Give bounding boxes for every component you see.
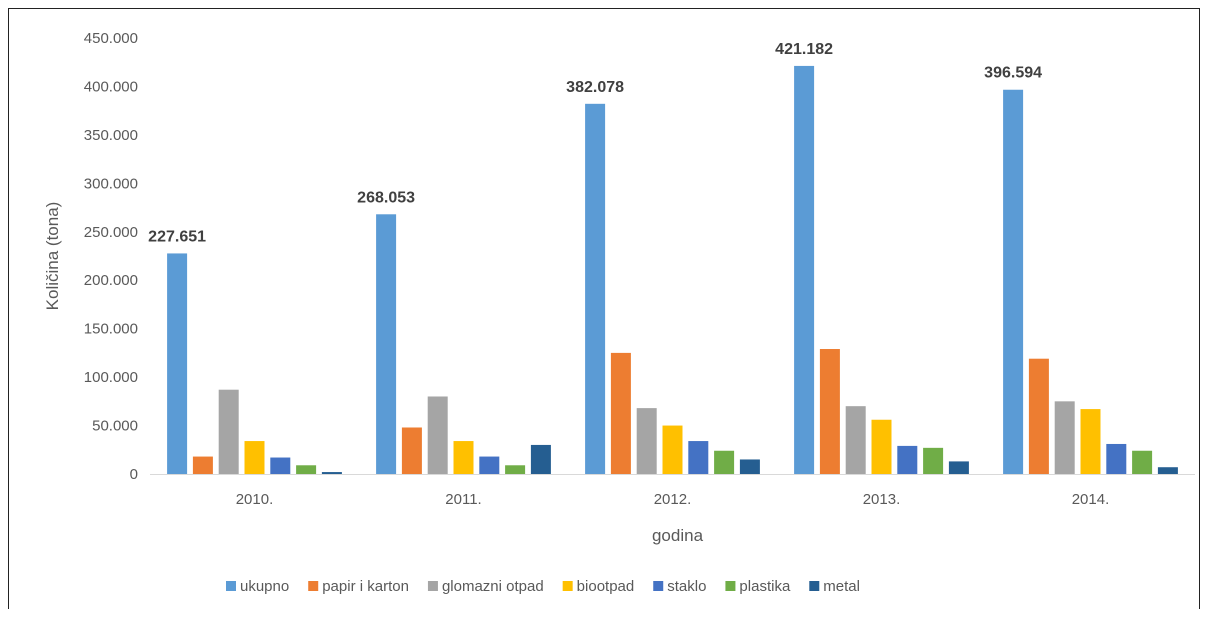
y-tick-label: 50.000 [92,418,138,435]
data-label: 396.594 [984,65,1042,82]
bar-ukupno [585,103,606,474]
bars [167,65,1178,474]
x-axis-ticks: 2010. 2011. 2012. 2013. 2014. [236,491,1110,508]
legend-item: plastika [725,578,791,595]
legend-label: glomazni otpad [442,578,544,595]
bar-papir-i-karton [401,427,422,474]
legend-label: metal [823,578,860,595]
bar-ukupno [167,253,188,474]
legend-swatch [427,581,438,591]
y-tick-label: 250.000 [84,224,138,241]
bar-plastika [714,450,735,474]
bar-glomazni-otpad [218,389,239,474]
x-tick-label: 2013. [863,491,901,508]
data-label: 382.078 [566,79,624,96]
bar-papir-i-karton [819,349,840,474]
bar-biootpad [453,441,474,474]
y-tick-label: 0 [130,466,138,483]
y-tick-label: 200.000 [84,272,138,289]
legend-item: ukupno [226,578,289,595]
data-label: 421.182 [775,41,833,58]
data-labels: 227.651 268.053 382.078 421.182 396.594 [148,41,1042,246]
bar-glomazni-otpad [1054,401,1075,474]
bar-papir-i-karton [192,456,213,474]
bar-staklo [688,441,709,474]
legend-item: staklo [653,578,706,595]
legend-swatch [653,581,664,591]
legend-label: ukupno [240,578,289,595]
legend-label: plastika [739,578,791,595]
bar-metal [948,461,969,474]
y-tick-label: 400.000 [84,78,138,95]
bar-glomazni-otpad [427,396,448,474]
legend-item: biootpad [562,578,635,595]
legend-swatch [308,581,319,591]
legend-swatch [809,581,820,591]
bar-papir-i-karton [610,352,631,474]
bar-ukupno [794,65,815,474]
bar-biootpad [244,441,265,474]
x-tick-label: 2011. [445,491,481,508]
bar-staklo [897,445,918,474]
data-label: 227.651 [148,228,206,245]
bar-plastika [505,465,526,474]
bar-glomazni-otpad [636,408,657,474]
bar-biootpad [871,419,892,474]
legend-swatch [562,581,573,591]
y-tick-label: 450.000 [84,30,138,47]
x-tick-label: 2012. [654,491,692,508]
legend: ukupno papir i karton glomazni otpad biootp… [226,578,860,595]
y-tick-label: 350.000 [84,127,138,144]
legend-label: biootpad [577,578,635,595]
bar-plastika [923,447,944,474]
bar-plastika [1132,450,1153,474]
bar-staklo [270,457,291,474]
y-axis-title: Količina (tona) [43,202,62,311]
bar-staklo [479,456,500,474]
bar-metal [321,472,342,474]
bar-biootpad [662,425,683,474]
bar-metal [530,444,551,474]
legend-item: glomazni otpad [427,578,544,595]
y-tick-label: 100.000 [84,369,138,386]
bar-metal [739,459,760,474]
bar-staklo [1106,443,1127,474]
chart-frame [8,8,1200,609]
x-tick-label: 2014. [1072,491,1110,508]
legend-label: staklo [667,578,706,595]
bar-ukupno [1003,89,1024,474]
legend-item: metal [809,578,860,595]
data-label: 268.053 [357,189,415,206]
y-axis-ticks: 0 50.000 100.000 150.000 200.000 250.000 300.0… [84,30,138,483]
bar-glomazni-otpad [845,406,866,474]
legend-label: papir i karton [322,578,409,595]
x-axis-title: godina [652,526,704,545]
bar-papir-i-karton [1028,358,1049,474]
bar-metal [1157,467,1178,474]
legend-item: papir i karton [308,578,409,595]
bar-biootpad [1080,409,1101,474]
x-tick-label: 2010. [236,491,274,508]
y-tick-label: 300.000 [84,175,138,192]
legend-swatch [226,581,236,591]
bar-ukupno [376,214,397,474]
legend-swatch [725,581,736,591]
y-tick-label: 150.000 [84,321,138,338]
bar-plastika [296,465,317,474]
